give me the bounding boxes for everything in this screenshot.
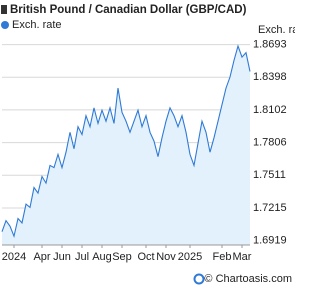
x-tick-label: Sep bbox=[112, 251, 132, 263]
y-tick-label: 1.8693 bbox=[253, 39, 287, 51]
x-tick-label: Oct bbox=[137, 251, 154, 263]
area-fill bbox=[2, 46, 250, 245]
x-tick-label: Nov bbox=[156, 251, 176, 263]
y-tick-label: 1.8102 bbox=[253, 104, 287, 116]
line bbox=[1, 44, 251, 239]
x-tick-label: Jun bbox=[53, 251, 71, 263]
x-tick-label: 2025 bbox=[178, 251, 202, 263]
footer-logo bbox=[193, 273, 205, 285]
y-axis-label: Exch. rate bbox=[258, 24, 295, 36]
x-tick-label: Feb bbox=[213, 251, 232, 263]
x-tick-label: Aug bbox=[92, 251, 112, 263]
chart: British Pound / Canadian Dollar (GBP/CAD… bbox=[1, 4, 295, 285]
title-icon bbox=[1, 5, 7, 14]
x-tick-label: 2024 bbox=[2, 251, 26, 263]
legend-label: Exch. rate bbox=[12, 19, 62, 31]
y-tick-label: 1.7215 bbox=[253, 202, 287, 214]
y-tick-label: 1.8398 bbox=[253, 71, 287, 83]
y-tick-label: 1.6919 bbox=[253, 235, 287, 247]
x-tick-label: Apr bbox=[33, 251, 50, 263]
y-tick-label: 1.7511 bbox=[253, 169, 286, 181]
x-tick-label: Jul bbox=[75, 251, 89, 263]
footer: © Chartoasis.com bbox=[204, 273, 292, 285]
y-tick-label: 1.7806 bbox=[253, 137, 287, 149]
chart-title: British Pound / Canadian Dollar (GBP/CAD… bbox=[10, 4, 247, 16]
x-tick-label: Mar bbox=[233, 251, 252, 263]
legend-marker bbox=[1, 21, 9, 29]
